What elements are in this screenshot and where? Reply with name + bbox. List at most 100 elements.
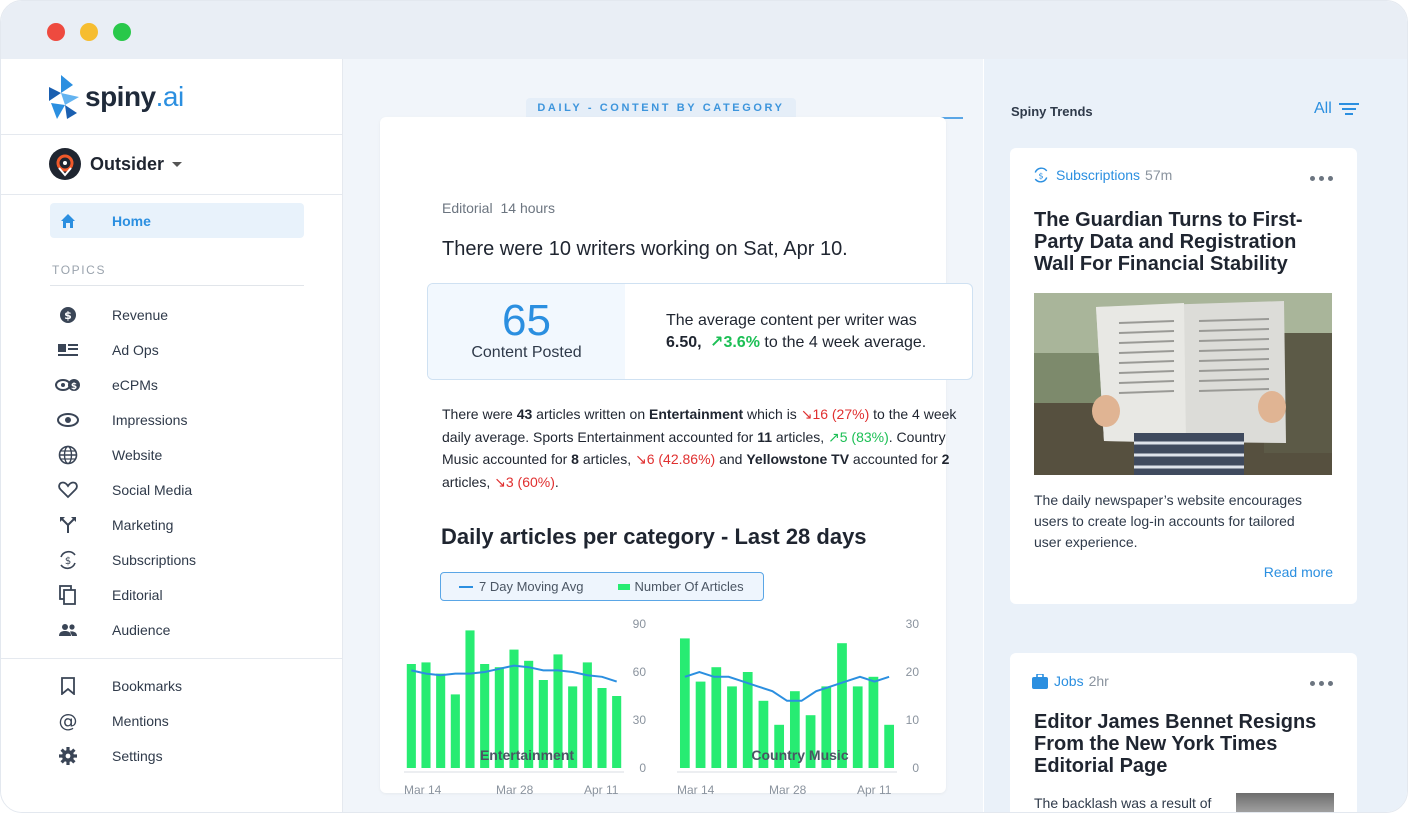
filter-button[interactable]: All — [1314, 100, 1359, 118]
trend-card[interactable]: Jobs 2hr Editor James Bennet Resigns Fro… — [1010, 653, 1357, 812]
stat-value: 65 — [502, 296, 551, 345]
trend-description: The daily newspaper’s website encourages… — [1034, 492, 1302, 550]
y-tick-label: 0 — [639, 761, 646, 775]
x-tick-label: Mar 28 — [769, 783, 807, 797]
nav-item-label: Impressions — [112, 411, 188, 428]
filter-label: All — [1314, 100, 1332, 117]
nav-item-marketing[interactable]: Marketing — [50, 507, 304, 542]
more-options-icon[interactable] — [1306, 681, 1333, 686]
bar — [597, 688, 607, 768]
bar — [406, 664, 416, 768]
stat-caption: Content Posted — [471, 344, 582, 361]
newspaper-photo — [1034, 293, 1332, 475]
entertainment-chart: 0 30 60 90 Mar 14 Mar 28 Apr 11 — [404, 617, 647, 797]
subscriptions-icon: $ — [50, 549, 86, 571]
account-switcher[interactable]: Outsider — [49, 147, 183, 181]
trend-up-icon: ↗ — [710, 334, 724, 351]
y-tick-label: 90 — [633, 617, 647, 631]
bar — [852, 686, 863, 768]
svg-text:@: @ — [59, 711, 78, 731]
trends-title: Spiny Trends — [1011, 104, 1093, 119]
nav-item-home[interactable]: Home — [50, 203, 304, 238]
bar — [742, 672, 753, 768]
nav-item-subscriptions[interactable]: $ Subscriptions — [50, 542, 304, 577]
brand-logo[interactable]: spiny.ai — [47, 75, 197, 121]
trend-card[interactable]: $ Subscriptions 57m The Guardian Turns t… — [1010, 148, 1357, 604]
briefcase-icon — [1032, 673, 1048, 689]
nav-item-social-media[interactable]: Social Media — [50, 472, 304, 507]
newspaper-thumbnail — [1236, 793, 1334, 812]
subscriptions-icon: $ — [1034, 167, 1048, 183]
nav-item-impressions[interactable]: Impressions — [50, 402, 304, 437]
bar — [805, 715, 816, 768]
bar — [727, 686, 737, 768]
divider — [1, 134, 342, 135]
trend-title[interactable]: Editor James Bennet Resigns From the New… — [1034, 711, 1317, 777]
trend-category[interactable]: Jobs 2hr — [1032, 673, 1109, 689]
y-tick-label: 60 — [633, 665, 647, 679]
nav-item-mentions[interactable]: @ Mentions — [50, 703, 304, 738]
nav-item-settings[interactable]: Settings — [50, 738, 304, 773]
gear-icon — [50, 746, 86, 766]
nav-item-audience[interactable]: Audience — [50, 612, 304, 647]
close-window-button[interactable] — [47, 23, 65, 41]
nav-item-editorial[interactable]: Editorial — [50, 577, 304, 612]
bar — [711, 667, 722, 768]
nav-item-bookmarks[interactable]: Bookmarks — [50, 668, 304, 703]
more-options-icon[interactable] — [1306, 176, 1333, 181]
section-label: DAILY - CONTENT BY CATEGORY — [526, 98, 796, 118]
x-tick-label: Apr 11 — [584, 783, 619, 797]
legend-line-swatch — [459, 585, 473, 588]
trend-age: 57m — [1145, 167, 1173, 183]
stat-description: The average content per writer was 6.50,… — [666, 312, 927, 351]
spiny-logo-icon — [49, 75, 79, 119]
svg-text:$: $ — [64, 309, 72, 322]
summary-paragraph: There were 43 articles written on Entert… — [442, 406, 957, 490]
moving-average-line — [684, 670, 890, 702]
bar — [582, 662, 592, 768]
trend-category[interactable]: $ Subscriptions 57m — [1032, 166, 1172, 184]
nav-item-website[interactable]: Website — [50, 437, 304, 472]
maximize-window-button[interactable] — [113, 23, 131, 41]
bar — [884, 724, 895, 768]
bar — [821, 686, 832, 768]
content-posted-stat: 65 Content Posted — [428, 284, 625, 379]
svg-text:$: $ — [71, 382, 77, 392]
legend-bar-swatch — [617, 583, 630, 590]
trend-down-icon: ↘ — [800, 406, 813, 422]
globe-icon — [50, 445, 86, 465]
minimize-window-button[interactable] — [80, 23, 98, 41]
trend-up-icon: ↗ — [828, 428, 840, 445]
nav-item-label: Subscriptions — [112, 551, 197, 568]
nav-item-label: Settings — [112, 747, 163, 764]
main-content: DAILY - CONTENT BY CATEGORY Editorial 14… — [343, 59, 983, 812]
legend-bar-label: Number Of Articles — [634, 579, 744, 594]
read-more-link[interactable]: Read more — [1263, 564, 1333, 580]
nav-item-ad-ops[interactable]: Ad Ops — [50, 332, 304, 367]
trend-title[interactable]: The Guardian Turns to First-Party Data a… — [1034, 209, 1303, 275]
bar — [421, 662, 431, 768]
divider — [50, 285, 304, 286]
divider — [1, 194, 342, 195]
bar — [480, 664, 490, 768]
bar — [568, 686, 578, 768]
title-bar — [1, 1, 1407, 59]
bar — [524, 660, 534, 768]
sidebar: spiny.ai Outsider Home TOPICS $ — [1, 59, 343, 812]
bar — [436, 673, 446, 768]
bar — [679, 638, 690, 768]
legend-line-label: 7 Day Moving Avg — [479, 579, 584, 594]
nav-item-revenue[interactable]: $ Revenue — [50, 297, 304, 332]
y-tick-label: 30 — [906, 617, 920, 631]
chart-title: Daily articles per category - Last 28 da… — [441, 524, 867, 549]
nav-item-label: Editorial — [112, 586, 163, 603]
svg-text:$: $ — [1038, 170, 1043, 180]
bookmark-icon — [50, 676, 86, 695]
y-tick-label: 30 — [633, 713, 647, 727]
heart-icon — [50, 481, 86, 499]
nav-item-ecpms[interactable]: $ eCPMs — [50, 367, 304, 402]
chart-legend[interactable]: 7 Day Moving Avg Number Of Articles — [440, 572, 764, 601]
brand-name: spiny.ai — [85, 81, 184, 112]
x-tick-label: Apr 11 — [857, 783, 892, 797]
